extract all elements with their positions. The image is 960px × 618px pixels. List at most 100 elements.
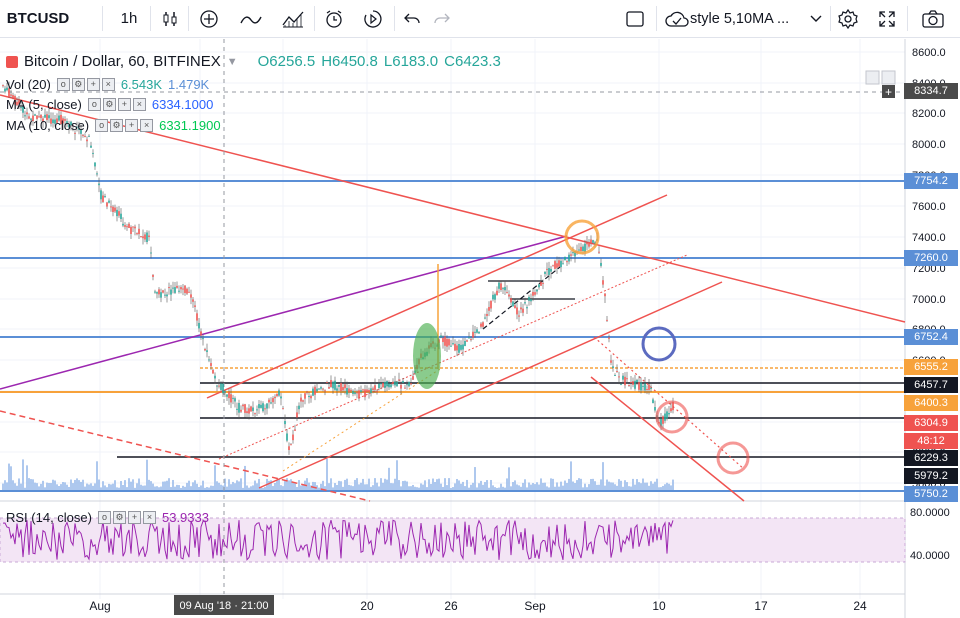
red-channel-lower[interactable]	[258, 281, 723, 489]
candle-body	[470, 339, 472, 341]
candle-body	[398, 379, 400, 381]
time-axis[interactable]: Aug 20 26 Sep 10 17 24	[89, 599, 867, 613]
cloud-save-icon[interactable]	[662, 0, 692, 37]
candle-body	[476, 329, 478, 333]
red-circle[interactable]	[655, 400, 689, 434]
volume-bar	[378, 486, 380, 491]
rsi-label[interactable]: RSI (14, close)	[6, 510, 92, 525]
rsi-axis[interactable]: 80.0000 40.0000	[910, 507, 950, 562]
symbol-search[interactable]: BTCUSD	[6, 10, 70, 27]
candle-body	[94, 162, 96, 167]
chevron-down-icon[interactable]	[806, 0, 826, 37]
settings-icon[interactable]: ⚙	[112, 511, 126, 524]
ma5-label[interactable]: MA (5, close)	[6, 97, 82, 112]
camera-icon[interactable]	[918, 0, 948, 37]
fullscreen-frame-icon[interactable]	[622, 0, 648, 37]
candle-body	[174, 287, 176, 293]
eye-icon[interactable]: o	[87, 98, 101, 111]
compare-icon[interactable]	[235, 0, 267, 37]
settings-icon[interactable]: ⚙	[71, 78, 85, 91]
red-channel-mid[interactable]	[218, 254, 688, 460]
undo-icon[interactable]	[400, 0, 424, 37]
indicators-icon[interactable]	[195, 0, 223, 37]
volume-bar	[560, 481, 562, 491]
volume-bar	[668, 483, 670, 491]
candle-body	[400, 384, 402, 389]
red-dotted-line[interactable]	[593, 336, 745, 470]
candle-body	[82, 134, 84, 136]
bar-style-icon[interactable]	[156, 0, 184, 37]
scroll-up-icon[interactable]	[881, 70, 896, 85]
red-circle[interactable]	[716, 441, 750, 475]
volume-bar	[232, 481, 234, 491]
close-icon[interactable]: ×	[140, 119, 154, 132]
price-chart[interactable]: 8600.08400.08200.08000.07800.07600.07400…	[0, 39, 960, 618]
close-icon[interactable]: ×	[101, 78, 115, 91]
candle-body	[410, 383, 412, 385]
interval-selector[interactable]: 1h	[120, 10, 138, 27]
red-dashed-line[interactable]	[0, 410, 371, 502]
candle-body	[96, 173, 98, 175]
settings-icon[interactable]: ⚙	[102, 98, 116, 111]
candle-body	[590, 239, 592, 244]
eye-icon[interactable]: o	[56, 78, 70, 91]
red-trend-line[interactable]	[0, 94, 906, 323]
ma10-label[interactable]: MA (10, close)	[6, 118, 90, 133]
blue-circle[interactable]	[641, 326, 677, 362]
volume-bar	[366, 484, 368, 491]
volume-label[interactable]: Vol (20)	[6, 77, 51, 92]
candle-body	[322, 388, 324, 390]
chart-area[interactable]: 8600.08400.08200.08000.07800.07600.07400…	[0, 39, 960, 618]
eye-icon[interactable]: o	[97, 511, 111, 524]
volume-bar	[534, 484, 536, 491]
more-icon[interactable]: +	[86, 78, 100, 91]
scroll-down-icon[interactable]	[865, 70, 880, 85]
redo-icon[interactable]	[430, 0, 454, 37]
gear-icon[interactable]	[834, 0, 862, 37]
purple-trend-line[interactable]	[0, 235, 568, 390]
more-icon[interactable]: +	[117, 98, 131, 111]
candle-body	[280, 396, 282, 399]
eye-icon[interactable]: o	[95, 119, 109, 132]
top-toolbar: BTCUSD 1h style 5,10MA ...	[0, 0, 960, 38]
red-descending-line[interactable]	[590, 376, 745, 502]
candle-body	[124, 225, 126, 227]
add-plus-icon[interactable]	[882, 85, 895, 98]
alert-icon[interactable]	[319, 0, 349, 37]
candle-body	[374, 385, 376, 390]
volume-bar	[452, 487, 454, 491]
volume-bar	[42, 480, 44, 491]
green-ellipse[interactable]	[413, 323, 441, 389]
volume-bar	[562, 485, 564, 491]
main-series-title[interactable]: Bitcoin / Dollar, 60, BITFINEX	[24, 53, 221, 70]
orange-dotted-trend[interactable]	[282, 368, 441, 472]
replay-icon[interactable]	[358, 0, 388, 37]
template-name[interactable]: style 5,10MA ...	[690, 10, 790, 27]
red-channel-upper[interactable]	[206, 194, 668, 399]
candle-body	[338, 384, 340, 387]
volume-bar	[552, 478, 554, 491]
black-dashed-line[interactable]	[482, 266, 561, 330]
volume-bar	[376, 482, 378, 491]
more-icon[interactable]: +	[127, 511, 141, 524]
volume-bar	[298, 480, 300, 491]
settings-icon[interactable]: ⚙	[110, 119, 124, 132]
volume-bar	[120, 480, 122, 491]
candle-body	[512, 301, 514, 307]
chevron-down-icon[interactable]: ▼	[226, 55, 238, 68]
candle-body	[614, 375, 616, 377]
close-icon[interactable]: ×	[132, 98, 146, 111]
candle-body	[382, 382, 384, 388]
volume-bar	[146, 459, 148, 491]
candle-body	[154, 291, 156, 293]
more-icon[interactable]: +	[125, 119, 139, 132]
candle-body	[538, 284, 540, 288]
volume-bar	[26, 465, 28, 491]
candle-body	[474, 331, 476, 333]
candle-body	[150, 252, 152, 254]
close-icon[interactable]: ×	[142, 511, 156, 524]
templates-icon[interactable]	[278, 0, 308, 37]
expand-icon[interactable]	[873, 0, 901, 37]
candle-body	[582, 246, 584, 251]
orange-circle[interactable]	[564, 219, 600, 255]
